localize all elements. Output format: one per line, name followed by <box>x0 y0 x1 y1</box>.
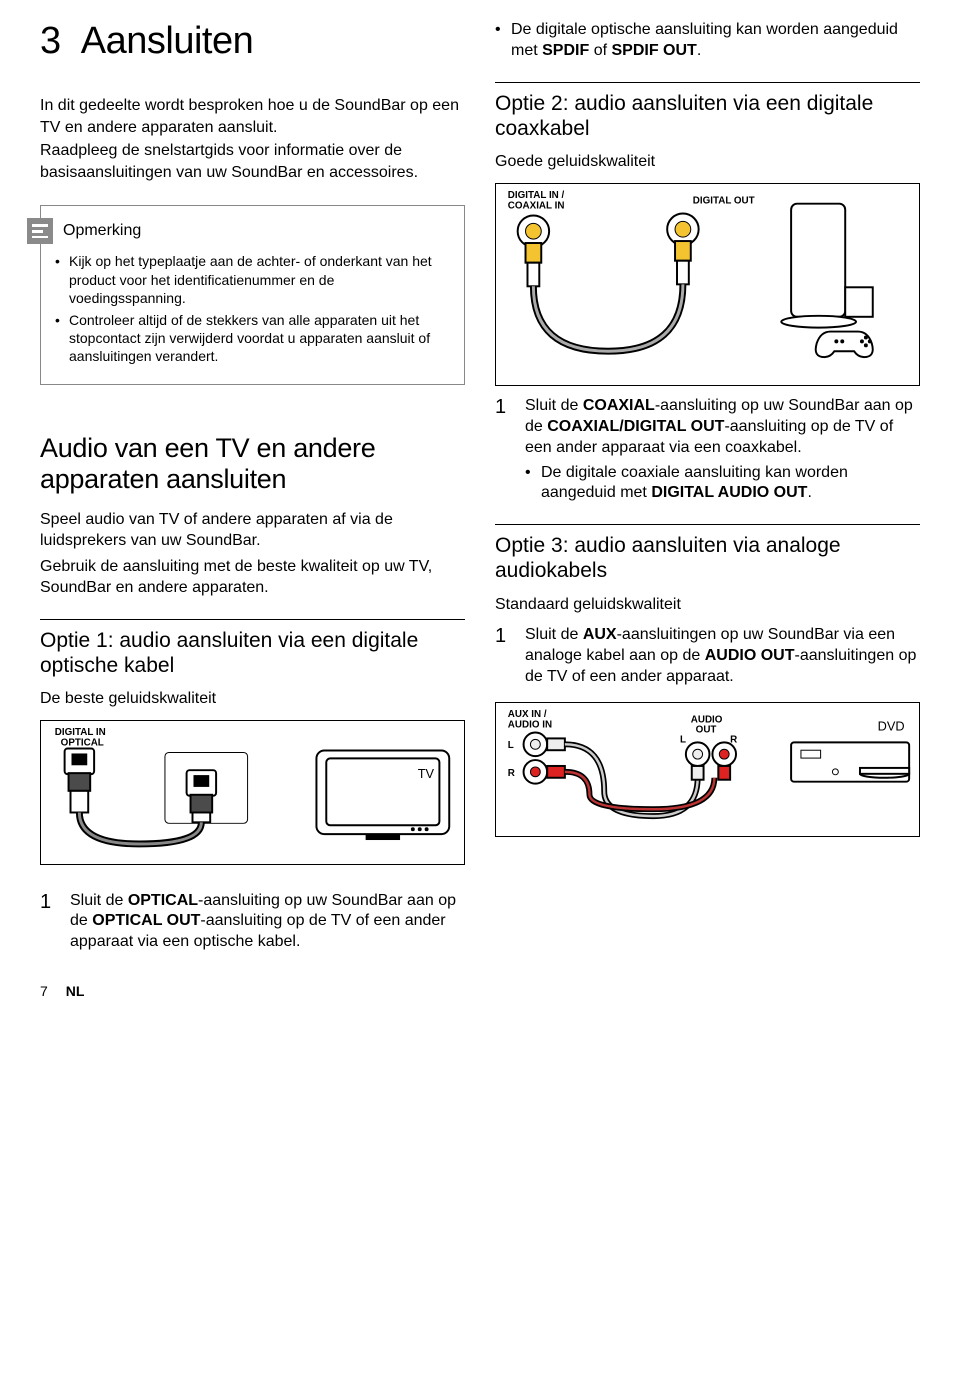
step-number: 1 <box>495 625 513 687</box>
intro-p2: Raadpleeg de snelstartgids voor informat… <box>40 140 465 183</box>
note-item: Controleer altijd of de stekkers van all… <box>55 311 450 366</box>
svg-text:DIGITAL OUT: DIGITAL OUT <box>693 195 755 206</box>
option2-quality: Goede geluidskwaliteit <box>495 151 920 173</box>
svg-text:DVD: DVD <box>878 718 905 733</box>
section-p2: Gebruik de aansluiting met de beste kwal… <box>40 556 465 599</box>
svg-text:DIGITAL IN /: DIGITAL IN / <box>508 189 565 200</box>
option2-step: 1 Sluit de COAXIAL-aansluiting op uw Sou… <box>495 396 920 504</box>
svg-text:OPTICAL: OPTICAL <box>61 738 104 749</box>
svg-text:COAXIAL IN: COAXIAL IN <box>508 200 565 211</box>
note-item: Kijk op het typeplaatje aan de achter- o… <box>55 252 450 307</box>
intro-block: In dit gedeelte wordt besproken hoe u de… <box>40 95 465 183</box>
page-footer: 7 NL <box>0 963 960 1029</box>
svg-text:TV: TV <box>418 766 435 781</box>
note-icon <box>27 218 53 244</box>
optical-diagram-svg: DIGITAL IN OPTICAL OPTICAL OUT <box>41 721 464 859</box>
left-column: 3 Aansluiten In dit gedeelte wordt bespr… <box>40 20 465 953</box>
right-column: De digitale optische aansluiting kan wor… <box>495 20 920 953</box>
chapter-title: 3 Aansluiten <box>40 20 465 63</box>
option3-quality: Standaard geluidskwaliteit <box>495 594 920 616</box>
svg-text:L: L <box>680 734 686 745</box>
option1-step: 1 Sluit de OPTICAL-aansluiting op uw Sou… <box>40 891 465 953</box>
note-box: Opmerking Kijk op het typeplaatje aan de… <box>40 205 465 384</box>
svg-text:R: R <box>508 767 515 778</box>
svg-text:OUT: OUT <box>696 724 717 735</box>
section-p1: Speel audio van TV of andere apparaten a… <box>40 509 465 552</box>
page-number: 7 <box>40 983 48 999</box>
option2-title: Optie 2: audio aansluiten via een digita… <box>495 82 920 141</box>
option1-quality: De beste geluidskwaliteit <box>40 688 465 710</box>
note-title: Opmerking <box>63 222 141 240</box>
coax-diagram-svg: DIGITAL IN / COAXIAL IN DIGITAL OUT <box>496 184 919 381</box>
step-number: 1 <box>40 891 58 953</box>
option2-diagram: DIGITAL IN / COAXIAL IN DIGITAL OUT <box>495 183 920 387</box>
step-number: 1 <box>495 396 513 504</box>
intro-p1: In dit gedeelte wordt besproken hoe u de… <box>40 95 465 138</box>
page-lang: NL <box>66 983 85 999</box>
step-text: Sluit de OPTICAL-aansluiting op uw Sound… <box>70 891 465 953</box>
svg-text:AUDIO IN: AUDIO IN <box>508 719 552 730</box>
option3-title: Optie 3: audio aansluiten via analoge au… <box>495 524 920 583</box>
option1-diagram: DIGITAL IN OPTICAL OPTICAL OUT <box>40 720 465 865</box>
option3-step: 1 Sluit de AUX-aansluitingen op uw Sound… <box>495 625 920 687</box>
svg-text:DIGITAL IN: DIGITAL IN <box>55 727 106 738</box>
aux-diagram-svg: AUX IN / AUDIO IN L R AUDIO OUT <box>496 703 919 831</box>
svg-text:AUX IN /: AUX IN / <box>508 708 547 719</box>
note-list: Kijk op het typeplaatje aan de achter- o… <box>55 252 450 365</box>
step-text: Sluit de COAXIAL-aansluiting op uw Sound… <box>525 396 920 504</box>
option1-title: Optie 1: audio aansluiten via een digita… <box>40 619 465 678</box>
chapter-name: Aansluiten <box>81 20 253 62</box>
spdif-bullet: De digitale optische aansluiting kan wor… <box>495 20 920 62</box>
svg-text:L: L <box>508 740 514 751</box>
option3-diagram: AUX IN / AUDIO IN L R AUDIO OUT <box>495 702 920 837</box>
section-title: Audio van een TV en andere apparaten aan… <box>40 433 465 495</box>
chapter-number: 3 <box>40 20 61 62</box>
step-text: Sluit de AUX-aansluitingen op uw SoundBa… <box>525 625 920 687</box>
